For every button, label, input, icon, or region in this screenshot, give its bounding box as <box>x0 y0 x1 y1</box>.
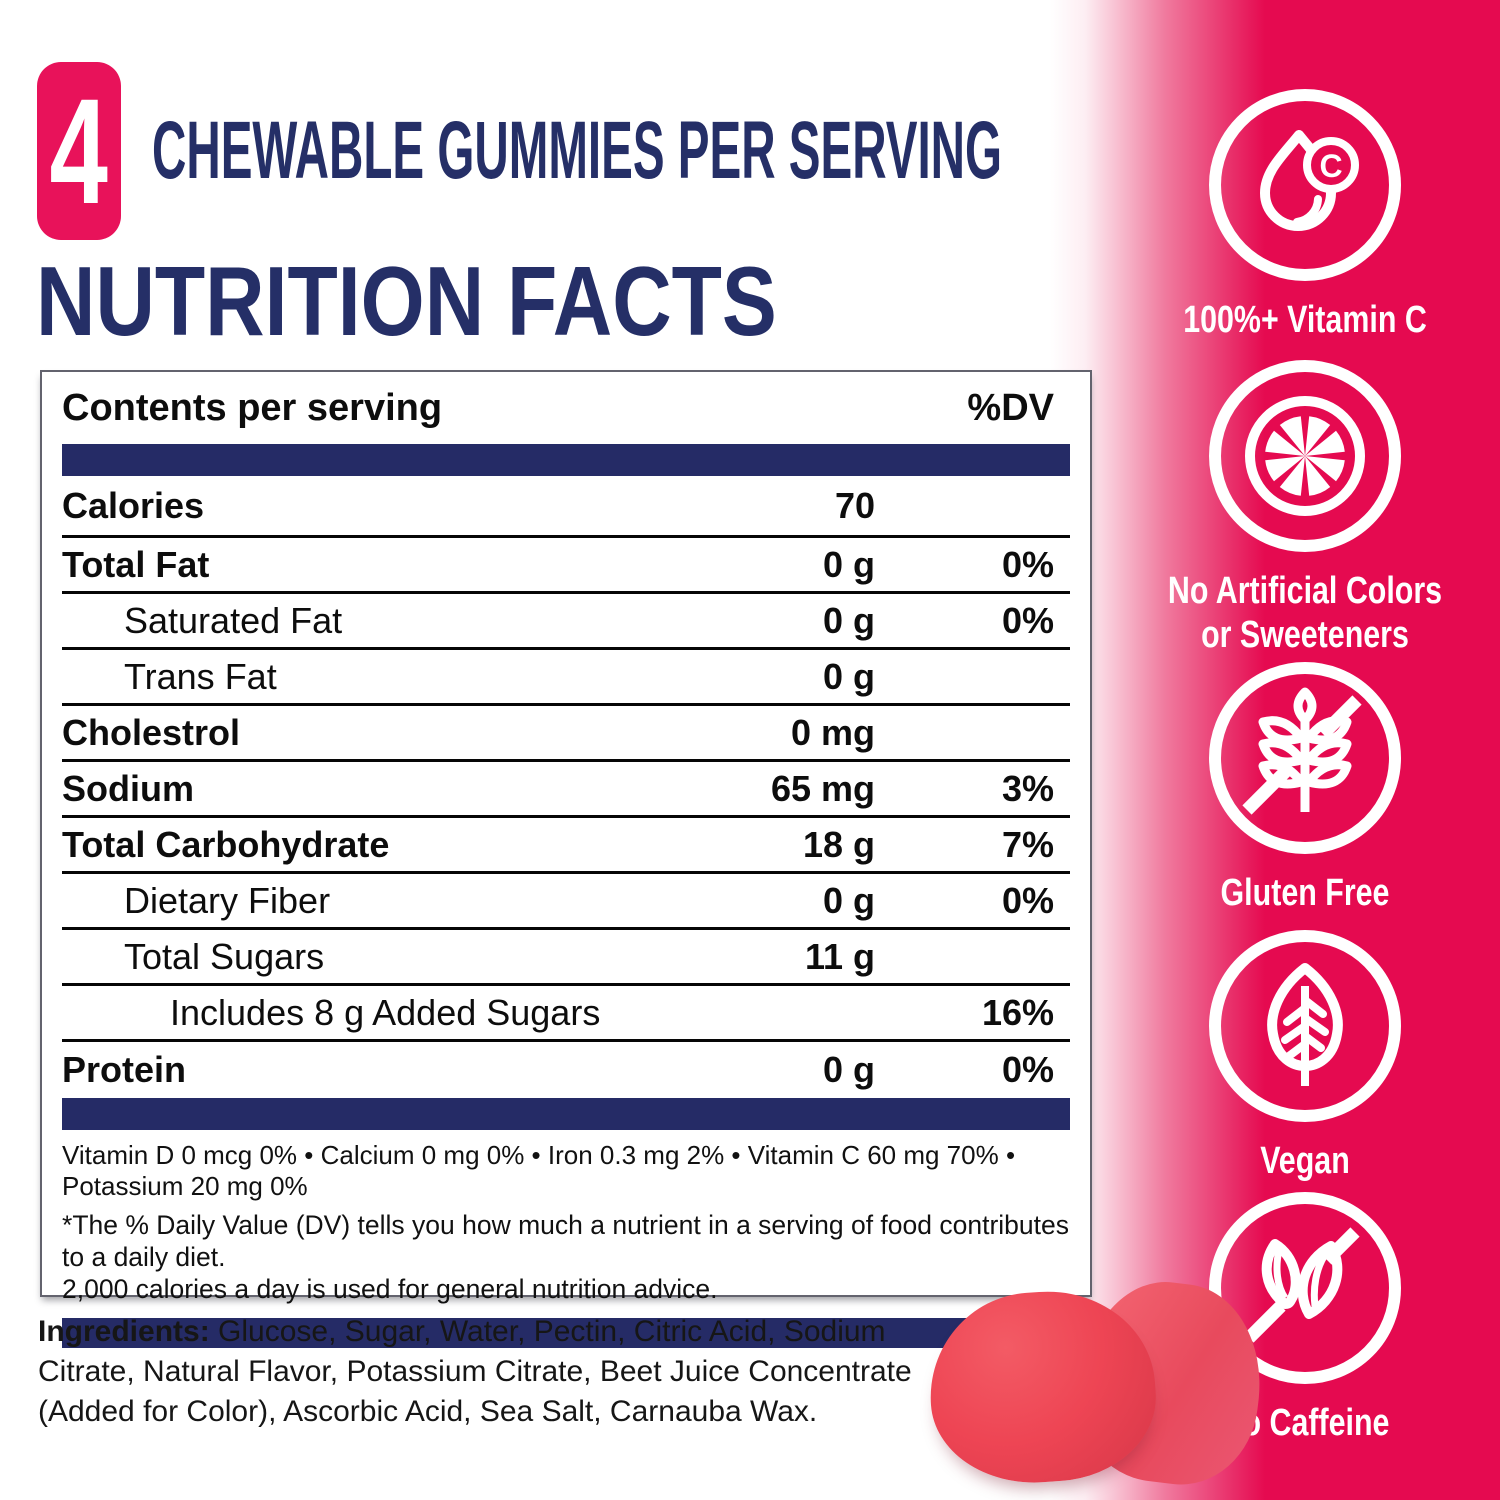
table-row: Trans Fat 0 g <box>62 650 1070 706</box>
table-row: Sodium 65 mg 3% <box>62 762 1070 818</box>
serving-subtitle: CHEWABLE GUMMIES PER SERVING <box>152 105 1003 196</box>
badge-label: No Artificial Colors or Sweeteners <box>1167 570 1443 656</box>
table-row: Calories 70 <box>62 476 1070 538</box>
badge-label: 100%+ Vitamin C <box>1183 299 1427 341</box>
ingredients-label: Ingredients: <box>38 1315 210 1348</box>
table-header-row: Contents per serving %DV <box>62 372 1070 444</box>
vitamin-c-drop-icon: C <box>1209 89 1401 281</box>
dv-footnote: *The % Daily Value (DV) tells you how mu… <box>62 1210 1069 1304</box>
badge-vitamin-c: C 100%+ Vitamin C <box>1105 85 1500 342</box>
micronutrients-line: Vitamin D 0 mcg 0% • Calcium 0 mg 0% • I… <box>62 1140 1016 1201</box>
table-row: Total Fat 0 g 0% <box>62 538 1070 594</box>
table-row: Cholestrol 0 mg <box>62 706 1070 762</box>
contents-column-header: Contents per serving <box>62 386 443 429</box>
serving-count: 4 <box>49 67 109 235</box>
serving-count-badge: 4 <box>37 62 121 240</box>
no-caffeine-icon <box>1209 1192 1401 1384</box>
page-title: NUTRITION FACTS <box>36 246 777 356</box>
table-row: Includes 8 g Added Sugars 16% <box>62 986 1070 1042</box>
no-gluten-icon <box>1209 662 1401 854</box>
badge-gluten-free: Gluten Free <box>1105 658 1500 915</box>
divider-bar-middle <box>62 1098 1070 1130</box>
badge-label: Vegan <box>1260 1140 1350 1182</box>
badge-vegan: Vegan <box>1105 926 1500 1183</box>
divider-bar-bottom <box>62 1318 1070 1348</box>
table-row: Saturated Fat 0 g 0% <box>62 594 1070 650</box>
ingredients-text: Ingredients: Glucose, Sugar, Water, Pect… <box>38 1315 912 1428</box>
vegan-leaf-icon <box>1209 930 1401 1122</box>
table-row: Total Sugars 11 g <box>62 930 1070 986</box>
citrus-slice-icon <box>1209 360 1401 552</box>
table-row: Total Carbohydrate 18 g 7% <box>62 818 1070 874</box>
badge-label: Gluten Free <box>1220 872 1390 914</box>
nutrition-facts-table: Contents per serving %DV Calories 70 Tot… <box>40 370 1092 1348</box>
badge-no-artificial: No Artificial Colors or Sweeteners <box>1105 356 1500 657</box>
vitamin-c-letter: C <box>1319 148 1342 184</box>
table-row: Dietary Fiber 0 g 0% <box>62 874 1070 930</box>
dv-column-header: %DV <box>967 386 1054 429</box>
table-row: Protein 0 g 0% <box>62 1049 1054 1090</box>
divider-bar-top <box>62 444 1070 476</box>
